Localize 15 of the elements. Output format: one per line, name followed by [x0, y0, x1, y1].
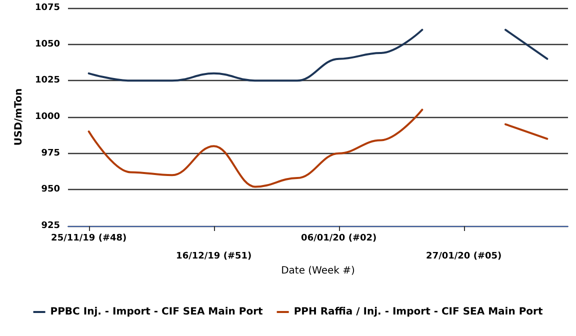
x-tick-label: 27/01/20 (#05) [426, 252, 502, 262]
y-axis-title: USD/mTon [14, 88, 24, 146]
y-tick-label: 1000 [34, 112, 60, 122]
y-tick-label: 975 [41, 148, 60, 158]
x-axis-title: Date (Week #) [281, 266, 356, 276]
y-tick-label: 1075 [34, 3, 60, 13]
x-tick-label: 06/01/20 (#02) [301, 234, 377, 244]
y-tick-label: 1025 [34, 76, 60, 86]
legend-label: PPBC Inj. - Import - CIF SEA Main Port [50, 306, 264, 318]
x-tick-label: 25/11/19 (#48) [51, 234, 127, 244]
x-tick-label: 16/12/19 (#51) [176, 252, 252, 262]
y-tick-label: 925 [41, 221, 60, 231]
y-tick-label: 950 [41, 184, 60, 195]
y-tick-label: 1050 [34, 39, 60, 50]
legend-label: PPH Raffia / Inj. - Import - CIF SEA Main Port [294, 306, 543, 318]
